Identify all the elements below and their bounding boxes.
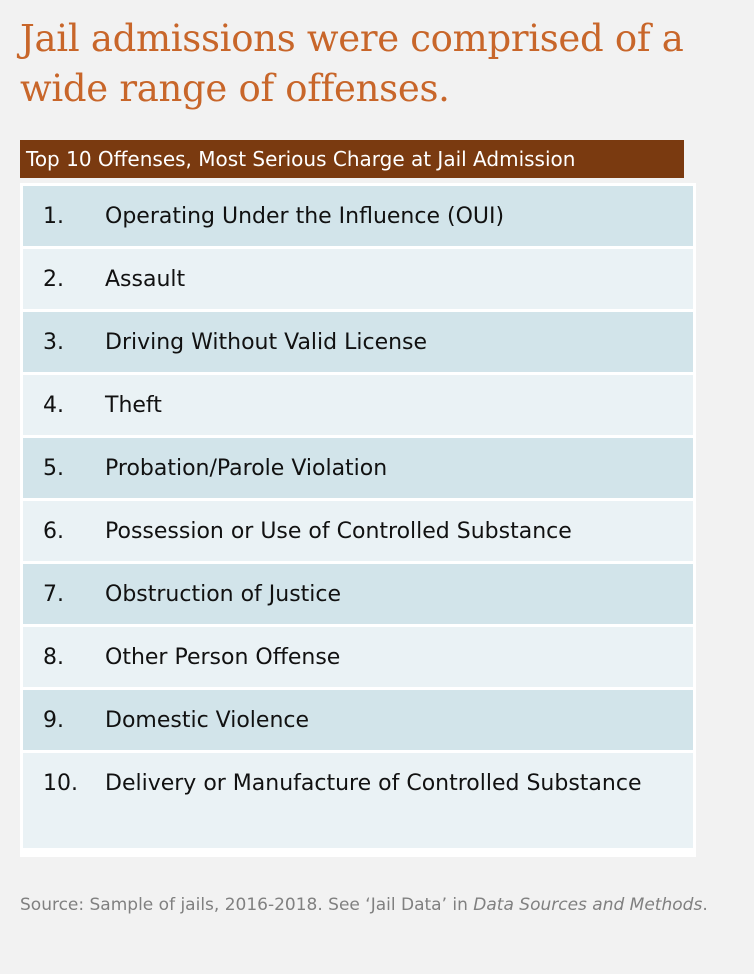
table-row: 4. Theft [23,375,693,435]
table-row: 2. Assault [23,249,693,309]
table-title: Top 10 Offenses, Most Serious Charge at … [20,140,684,178]
source-note: Source: Sample of jails, 2016-2018. See … [20,889,720,921]
headline: Jail admissions were comprised of a wide… [20,17,684,110]
row-offense: Delivery or Manufacture of Controlled Su… [105,771,642,796]
table-row: 8. Other Person Offense [23,627,693,687]
table-row: 9. Domestic Violence [23,690,693,750]
row-rank: 9. [43,708,64,733]
table-row: 6. Possession or Use of Controlled Subst… [23,501,693,561]
row-offense: Probation/Parole Violation [105,456,388,481]
table-row: 10. Delivery or Manufacture of Controlle… [23,753,693,848]
table-row: 5. Probation/Parole Violation [23,438,693,498]
row-rank: 8. [43,645,64,670]
row-rank: 3. [43,330,64,355]
row-offense: Possession or Use of Controlled Substanc… [105,519,572,544]
row-offense: Domestic Violence [105,708,310,733]
row-rank: 10. [43,771,78,796]
row-rank: 6. [43,519,64,544]
source-prefix: Source: Sample of jails, 2016-2018. See … [20,895,474,915]
row-offense: Assault [105,267,186,292]
row-rank: 2. [43,267,64,292]
row-rank: 7. [43,582,64,607]
row-rank: 4. [43,393,64,418]
row-offense: Theft [105,393,162,418]
row-offense: Operating Under the Influence (OUI) [105,204,505,229]
source-italic: Data Sources and Methods [473,895,703,915]
table-row: 7. Obstruction of Justice [23,564,693,624]
row-offense: Obstruction of Justice [105,582,342,607]
table-row: 1. Operating Under the Influence (OUI) [23,186,693,246]
row-rank: 1. [43,204,64,229]
table-row: 3. Driving Without Valid License [23,312,693,372]
offense-table: 1. Operating Under the Influence (OUI) 2… [20,183,696,857]
row-rank: 5. [43,456,64,481]
source-suffix: . [702,895,708,915]
row-offense: Other Person Offense [105,645,341,670]
row-offense: Driving Without Valid License [105,330,428,355]
